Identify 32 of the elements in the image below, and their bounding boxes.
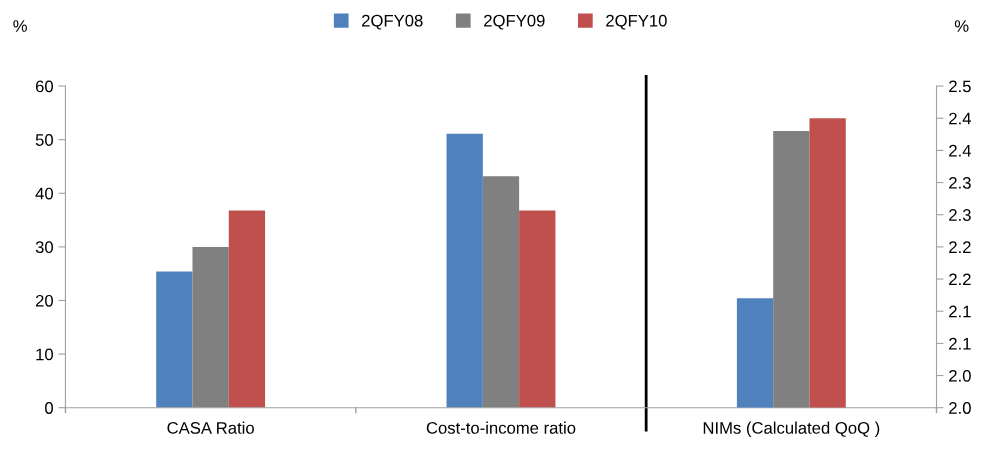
legend-label: 2QFY10 (606, 14, 667, 30)
x-tick-label: NIMs (Calculated QoQ ) (703, 421, 880, 438)
y2-tick-label: 2.2 (949, 241, 971, 253)
bar (228, 210, 266, 408)
bar (446, 133, 483, 408)
y2-tick-label: 2.4 (949, 112, 971, 125)
y2-tick-label: 2.2 (949, 273, 971, 286)
bar (519, 210, 556, 408)
bar (192, 246, 229, 408)
bar (156, 271, 193, 408)
y-axis-title: % (13, 20, 27, 32)
y-tick-label: 40 (35, 187, 53, 200)
y2-tick-label: 2.0 (949, 369, 971, 382)
y2-tick-label: 2.5 (949, 80, 971, 93)
y2-tick-label: 2.4 (949, 144, 971, 157)
y2-tick-label: 2.0 (949, 402, 971, 414)
legend-label: 2QFY09 (484, 14, 545, 30)
y2-tick-label: 2.3 (949, 176, 971, 189)
x-tick-label: Cost-to-income ratio (426, 421, 576, 434)
y2-tick-label: 2.1 (949, 305, 971, 318)
bar (482, 176, 520, 408)
y-tick-label: 30 (35, 241, 53, 254)
legend-label: 2QFY08 (362, 14, 423, 30)
y2-tick-label: 2.3 (949, 209, 971, 221)
x-tick-label: CASA Ratio (167, 421, 254, 434)
y-tick-label: 0 (45, 402, 53, 414)
y-tick-label: 60 (35, 80, 53, 93)
y2-tick-label: 2.1 (949, 337, 971, 350)
y-tick-label: 50 (35, 134, 53, 146)
y-tick-label: 10 (36, 348, 53, 361)
y2-axis-title: % (954, 20, 969, 32)
y-tick-label: 20 (35, 294, 53, 307)
